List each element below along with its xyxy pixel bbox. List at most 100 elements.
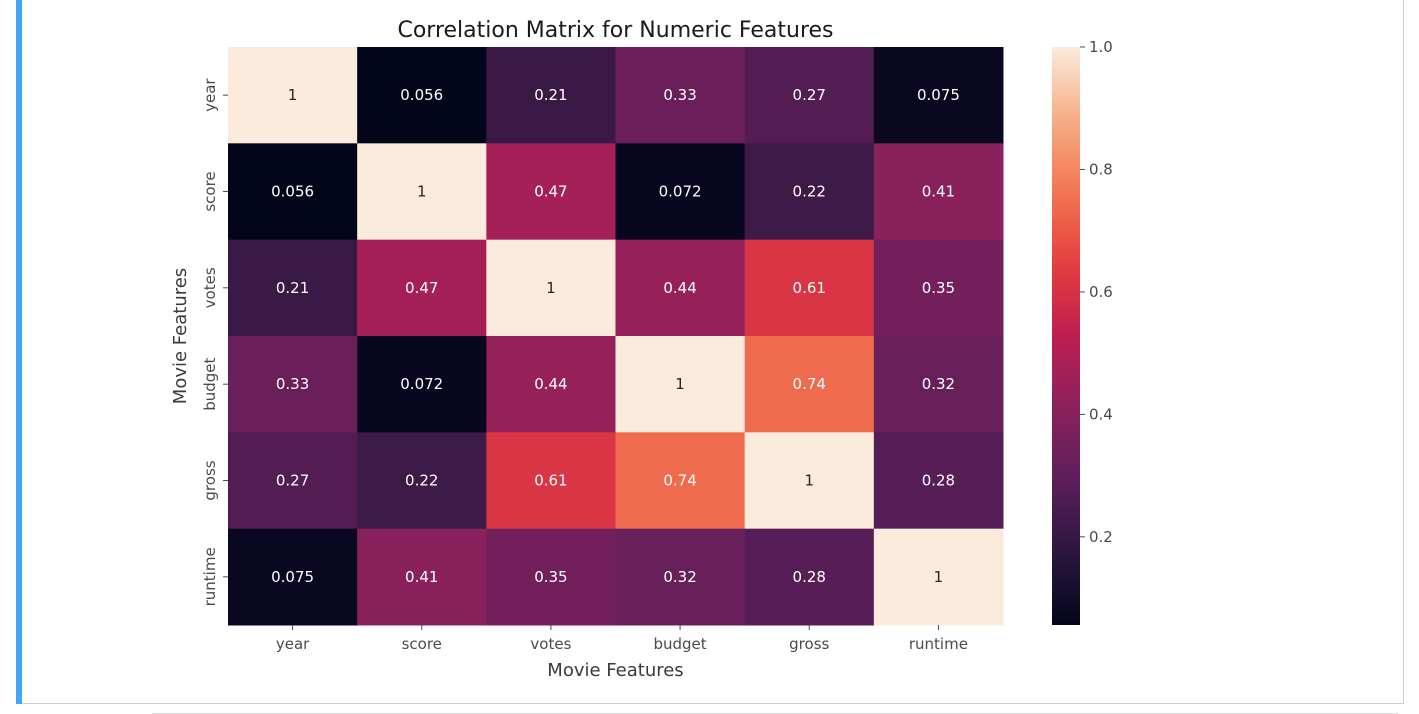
cell-annotation: 0.74 [663,472,696,490]
y-tick-label: votes [201,267,219,308]
colorbar [1052,47,1080,625]
cell-annotation: 1 [546,279,556,297]
cell-annotation: 0.056 [271,183,314,201]
x-axis-label: Movie Features [547,660,683,681]
cell-annotation: 0.075 [271,568,314,586]
cell-annotation: 0.28 [922,472,955,490]
heatmap-cell [615,336,746,433]
heatmap-cell [744,239,875,337]
cell-annotation: 0.61 [793,279,826,297]
cell-annotation: 0.28 [793,568,826,586]
y-tick-label: runtime [201,547,219,606]
heatmap-cell [228,336,358,433]
colorbar-tick-label: 0.4 [1089,405,1113,423]
cell-annotation: 0.74 [793,375,826,393]
cell-annotation: 0.44 [663,279,696,297]
cell-annotation: 0.47 [405,279,438,297]
cell-selection-bar [16,0,22,704]
x-tick-label: votes [530,635,571,653]
heatmap-cell [357,143,487,241]
heatmap-cell [228,143,358,241]
cell-annotation: 0.075 [917,86,960,104]
heatmap-cell [615,239,746,337]
cell-annotation: 1 [417,183,427,201]
cell-annotation: 0.21 [276,279,309,297]
heatmap-cells [228,47,1004,626]
x-tick-label: score [402,635,442,653]
cell-annotation: 0.27 [276,472,309,490]
y-tick-label: year [201,78,219,112]
heatmap-cell [873,143,1004,241]
cell-annotation: 0.41 [922,183,955,201]
colorbar-tick-label: 0.8 [1089,160,1113,178]
heatmap-cell [228,528,358,626]
heatmap-cell [228,239,358,337]
cell-annotation: 0.21 [534,86,567,104]
heatmap-cell [744,336,875,433]
heatmap-cell [228,432,358,530]
heatmap-cell [486,528,616,626]
heatmap-cell [873,239,1004,337]
heatmap-cell [873,528,1004,626]
x-tick-label: runtime [909,635,968,653]
heatmap-cell [744,47,875,144]
heatmap-annotations: 1 0.056 0.21 0.33 0.27 0.075 0.056 1 0.47 0.072 0.… [271,86,960,586]
cell-annotation: 0.056 [400,86,443,104]
output-cell-frame [22,0,1404,704]
y-tick-label: budget [201,357,219,410]
cell-annotation: 0.33 [276,375,309,393]
x-tick-label: gross [789,635,829,653]
heatmap-cell [744,432,875,530]
heatmap-cell [873,47,1004,144]
cell-annotation: 0.22 [793,183,826,201]
cell-annotation: 1 [804,472,814,490]
heatmap-cell [744,143,875,241]
heatmap-cell [615,47,746,144]
colorbar-tick-label: 0.2 [1089,528,1113,546]
heatmap-cell [486,336,616,433]
heatmap-cell [228,47,358,144]
cell-annotation: 0.27 [793,86,826,104]
cell-annotation: 0.41 [405,568,438,586]
cell-annotation: 0.32 [922,375,955,393]
cell-annotation: 0.47 [534,183,567,201]
heatmap-cell [873,432,1004,530]
cell-annotation: 0.35 [534,568,567,586]
colorbar-tick-label: 0.6 [1089,283,1113,301]
heatmap-cell [486,239,616,337]
y-axis-ticks: year score votes budget gross runtime [201,78,228,606]
heatmap-cell [357,336,487,433]
cell-annotation: 0.33 [663,86,696,104]
x-tick-label: budget [653,635,706,653]
cell-annotation: 1 [288,86,298,104]
cell-annotation: 0.072 [659,183,702,201]
colorbar-tick-label: 1.0 [1089,38,1113,56]
y-tick-label: score [201,171,219,211]
heatmap-cell [357,239,487,337]
heatmap-cell [873,336,1004,433]
colorbar-ticks: 0.2 0.4 0.6 0.8 1.0 [1080,38,1113,546]
heatmap-cell [357,432,487,530]
cell-annotation: 0.44 [534,375,567,393]
cell-annotation: 1 [675,375,685,393]
y-tick-label: gross [201,460,219,500]
heatmap-cell [357,47,487,144]
x-tick-label: year [276,635,310,653]
heatmap-cell [357,528,487,626]
cell-annotation: 0.22 [405,472,438,490]
cell-annotation: 0.32 [663,568,696,586]
chart-title: Correlation Matrix for Numeric Features [397,18,833,43]
cell-annotation: 1 [934,568,944,586]
heatmap-cell [744,528,875,626]
heatmap-cell [486,143,616,241]
heatmap-cell [486,47,616,144]
heatmap-cell [615,143,746,241]
y-axis-label: Movie Features [170,268,191,404]
heatmap-cell [615,528,746,626]
heatmap-cell [486,432,616,530]
cell-annotation: 0.35 [922,279,955,297]
cell-annotation: 0.072 [400,375,443,393]
x-axis-ticks: year score votes budget gross runtime [276,625,968,653]
cell-annotation: 0.61 [534,472,567,490]
